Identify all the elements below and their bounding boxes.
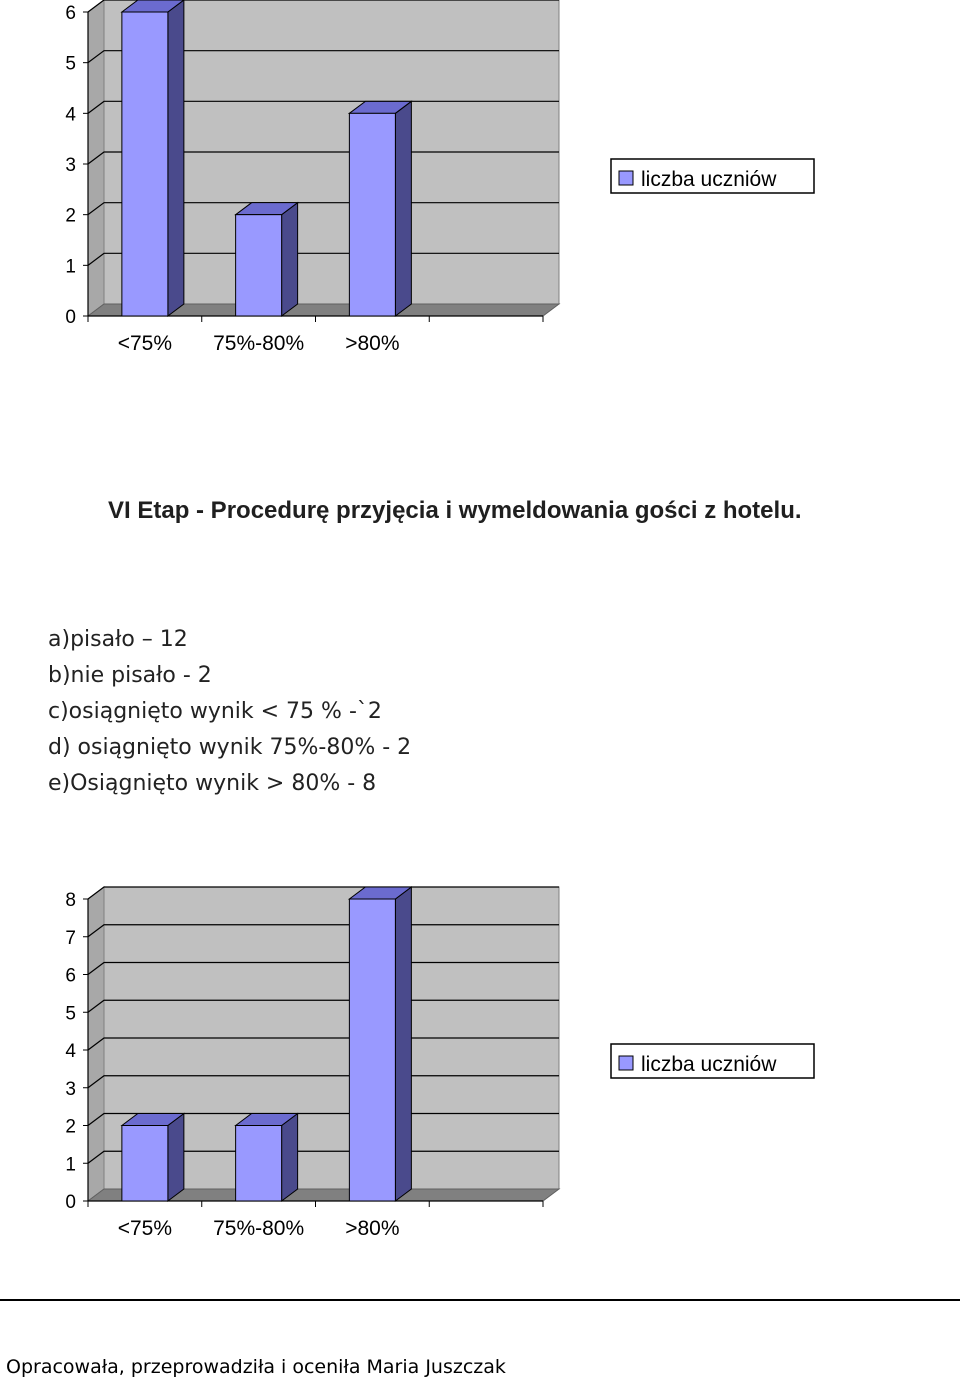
bar (235, 1125, 283, 1202)
chart-2-svg: 0 1 2 3 4 5 6 7 8 <75% 75%-80% >80% liczba uczniów (65, 886, 815, 1240)
bar (348, 898, 396, 1202)
bar-side (281, 1112, 299, 1202)
bar (121, 1125, 169, 1202)
y-tick-label: 6 (65, 3, 76, 24)
category-label: <75% (118, 332, 172, 355)
y-tick-label: 3 (65, 1079, 76, 1100)
bar (121, 11, 169, 317)
bar (235, 214, 283, 317)
list-item: a)pisało – 12 (48, 627, 188, 652)
y-tick-label: 2 (65, 206, 76, 227)
y-tick-label: 3 (65, 155, 76, 176)
section-heading: VI Etap - Procedurę przyjęcia i wymeldow… (108, 497, 802, 524)
bar (348, 112, 396, 317)
bar-side (394, 886, 412, 1202)
y-tick-label: 4 (65, 1041, 76, 1062)
results-list: a)pisało – 12 b)nie pisało - 2 c)osiągni… (48, 622, 411, 802)
footer-credit: Opracowała, przeprowadziła i oceniła Mar… (6, 1356, 506, 1378)
bar-side (167, 0, 185, 317)
chart-2: 0 1 2 3 4 5 6 7 8 <75% 75%-80% >80% liczba uczniów (0, 870, 960, 1250)
bar-side (281, 201, 299, 317)
gridline (87, 50, 559, 64)
footer-divider (0, 1299, 960, 1301)
chart-1-svg: 0 1 2 3 4 5 6 <75% 75%-80% >80% liczba uczniów (65, 0, 815, 355)
legend-box (610, 158, 815, 194)
y-tick-label: 4 (65, 104, 76, 125)
y-tick-label: 2 (65, 1117, 76, 1138)
gridline (87, 0, 559, 13)
list-item: e)Osiągnięto wynik > 80% - 8 (48, 771, 377, 796)
bar-side (394, 100, 412, 317)
y-tick-label: 1 (65, 1154, 76, 1175)
legend-box (610, 1043, 815, 1079)
chart-1: 0 1 2 3 4 5 6 <75% 75%-80% >80% liczba uczniów (0, 0, 960, 370)
y-tick-label: 7 (65, 928, 76, 949)
list-item: b)nie pisało - 2 (48, 663, 212, 688)
legend-label: liczba uczniów (641, 1053, 777, 1076)
y-tick-label: 0 (65, 1192, 76, 1213)
y-tick-label: 5 (65, 1003, 76, 1024)
category-label: 75%-80% (213, 1217, 304, 1240)
category-label: 75%-80% (213, 332, 304, 355)
y-tick-label: 6 (65, 966, 76, 987)
y-tick-label: 0 (65, 307, 76, 328)
y-tick-label: 5 (65, 54, 76, 75)
bar-side (167, 1112, 185, 1202)
legend-swatch (618, 1055, 634, 1071)
list-item: c)osiągnięto wynik < 75 % -`2 (48, 699, 382, 724)
legend-swatch (618, 170, 634, 186)
list-item: d) osiągnięto wynik 75%-80% - 2 (48, 735, 412, 760)
y-tick-label: 8 (65, 890, 76, 911)
category-label: <75% (118, 1217, 172, 1240)
category-label: >80% (345, 1217, 399, 1240)
legend-label: liczba uczniów (641, 168, 777, 191)
category-label: >80% (345, 332, 399, 355)
y-tick-label: 1 (65, 256, 76, 277)
